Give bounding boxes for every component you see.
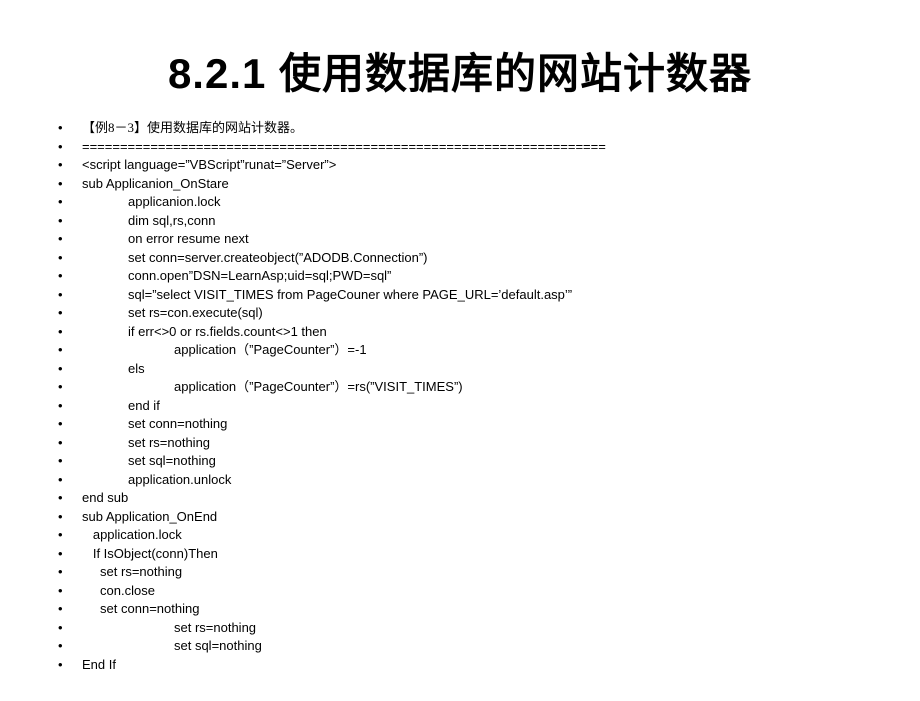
slide-container: 8.2.1 使用数据库的网站计数器 •【例8－3】使用数据库的网站计数器。•==… [0,0,920,701]
line-text: dim sql,rs,conn [82,212,215,231]
line-text: set conn=server.createobject(”ADODB.Conn… [82,249,428,268]
bullet-icon: • [58,471,82,490]
bullet-icon: • [58,415,82,434]
code-line: •【例8－3】使用数据库的网站计数器。 [58,119,920,138]
line-text: els [82,360,145,379]
bullet-icon: • [58,193,82,212]
line-text: set conn=nothing [82,415,227,434]
code-line: •on error resume next [58,230,920,249]
line-text: application（”PageCounter”）=rs(”VISIT_TIM… [82,378,463,397]
code-line: •conn.open”DSN=LearnAsp;uid=sql;PWD=sql” [58,267,920,286]
code-line: •dim sql,rs,conn [58,212,920,231]
bullet-icon: • [58,452,82,471]
line-text: applicanion.lock [82,193,221,212]
bullet-icon: • [58,656,82,675]
code-line: • set rs=nothing [58,563,920,582]
bullet-icon: • [58,378,82,397]
line-text: end if [82,397,160,416]
bullet-icon: • [58,341,82,360]
code-line: •sub Application_OnEnd [58,508,920,527]
bullet-icon: • [58,138,82,157]
line-text: con.close [82,582,155,601]
code-line: • application.lock [58,526,920,545]
bullet-icon: • [58,545,82,564]
bullet-icon: • [58,156,82,175]
code-line: • set conn=nothing [58,600,920,619]
line-text: set rs=nothing [82,563,182,582]
bullet-icon: • [58,286,82,305]
code-line: • con.close [58,582,920,601]
bullet-icon: • [58,304,82,323]
bullet-icon: • [58,360,82,379]
bullet-icon: • [58,489,82,508]
code-line: •<script language=”VBScript”runat=”Serve… [58,156,920,175]
bullet-icon: • [58,582,82,601]
code-line: •applicanion.lock [58,193,920,212]
bullet-icon: • [58,637,82,656]
line-text: 【例8－3】使用数据库的网站计数器。 [82,119,303,138]
code-line: • If IsObject(conn)Then [58,545,920,564]
code-line: •end if [58,397,920,416]
code-line: •set rs=con.execute(sql) [58,304,920,323]
line-text: set sql=nothing [82,637,262,656]
code-line: •set sql=nothing [58,637,920,656]
line-text: conn.open”DSN=LearnAsp;uid=sql;PWD=sql” [82,267,391,286]
code-line: •set rs=nothing [58,434,920,453]
line-text: sub Applicanion_OnStare [82,175,229,194]
line-text: application.lock [82,526,182,545]
code-line: •application.unlock [58,471,920,490]
line-text: If IsObject(conn)Then [82,545,218,564]
line-text: <script language=”VBScript”runat=”Server… [82,156,336,175]
bullet-icon: • [58,619,82,638]
code-line: •els [58,360,920,379]
line-text: set rs=nothing [82,619,256,638]
code-line: •end sub [58,489,920,508]
bullet-icon: • [58,267,82,286]
line-text: set sql=nothing [82,452,216,471]
code-line: •=======================================… [58,138,920,157]
code-line: •sub Applicanion_OnStare [58,175,920,194]
line-text: if err<>0 or rs.fields.count<>1 then [82,323,327,342]
bullet-icon: • [58,600,82,619]
bullet-icon: • [58,323,82,342]
bullet-icon: • [58,249,82,268]
bullet-icon: • [58,119,82,138]
line-text: set rs=nothing [82,434,210,453]
bullet-icon: • [58,508,82,527]
line-text: sql=”select VISIT_TIMES from PageCouner … [82,286,572,305]
slide-title: 8.2.1 使用数据库的网站计数器 [0,40,920,101]
code-line: •application（”PageCounter”）=rs(”VISIT_TI… [58,378,920,397]
code-line: •if err<>0 or rs.fields.count<>1 then [58,323,920,342]
code-line: •set rs=nothing [58,619,920,638]
code-line: •set conn=server.createobject(”ADODB.Con… [58,249,920,268]
line-text: end sub [82,489,128,508]
bullet-icon: • [58,230,82,249]
bullet-icon: • [58,175,82,194]
line-text: sub Application_OnEnd [82,508,217,527]
line-text: application（”PageCounter”）=-1 [82,341,367,360]
line-text: ========================================… [82,138,606,157]
line-text: set conn=nothing [82,600,199,619]
line-text: End If [82,656,116,675]
bullet-icon: • [58,397,82,416]
code-line: •End If [58,656,920,675]
code-line: •sql=”select VISIT_TIMES from PageCouner… [58,286,920,305]
code-line: •set sql=nothing [58,452,920,471]
line-text: application.unlock [82,471,231,490]
bullet-icon: • [58,563,82,582]
bullet-icon: • [58,212,82,231]
code-line: •application（”PageCounter”）=-1 [58,341,920,360]
bullet-icon: • [58,526,82,545]
line-text: set rs=con.execute(sql) [82,304,263,323]
line-text: on error resume next [82,230,249,249]
code-line: •set conn=nothing [58,415,920,434]
slide-content: •【例8－3】使用数据库的网站计数器。•====================… [0,119,920,674]
bullet-icon: • [58,434,82,453]
